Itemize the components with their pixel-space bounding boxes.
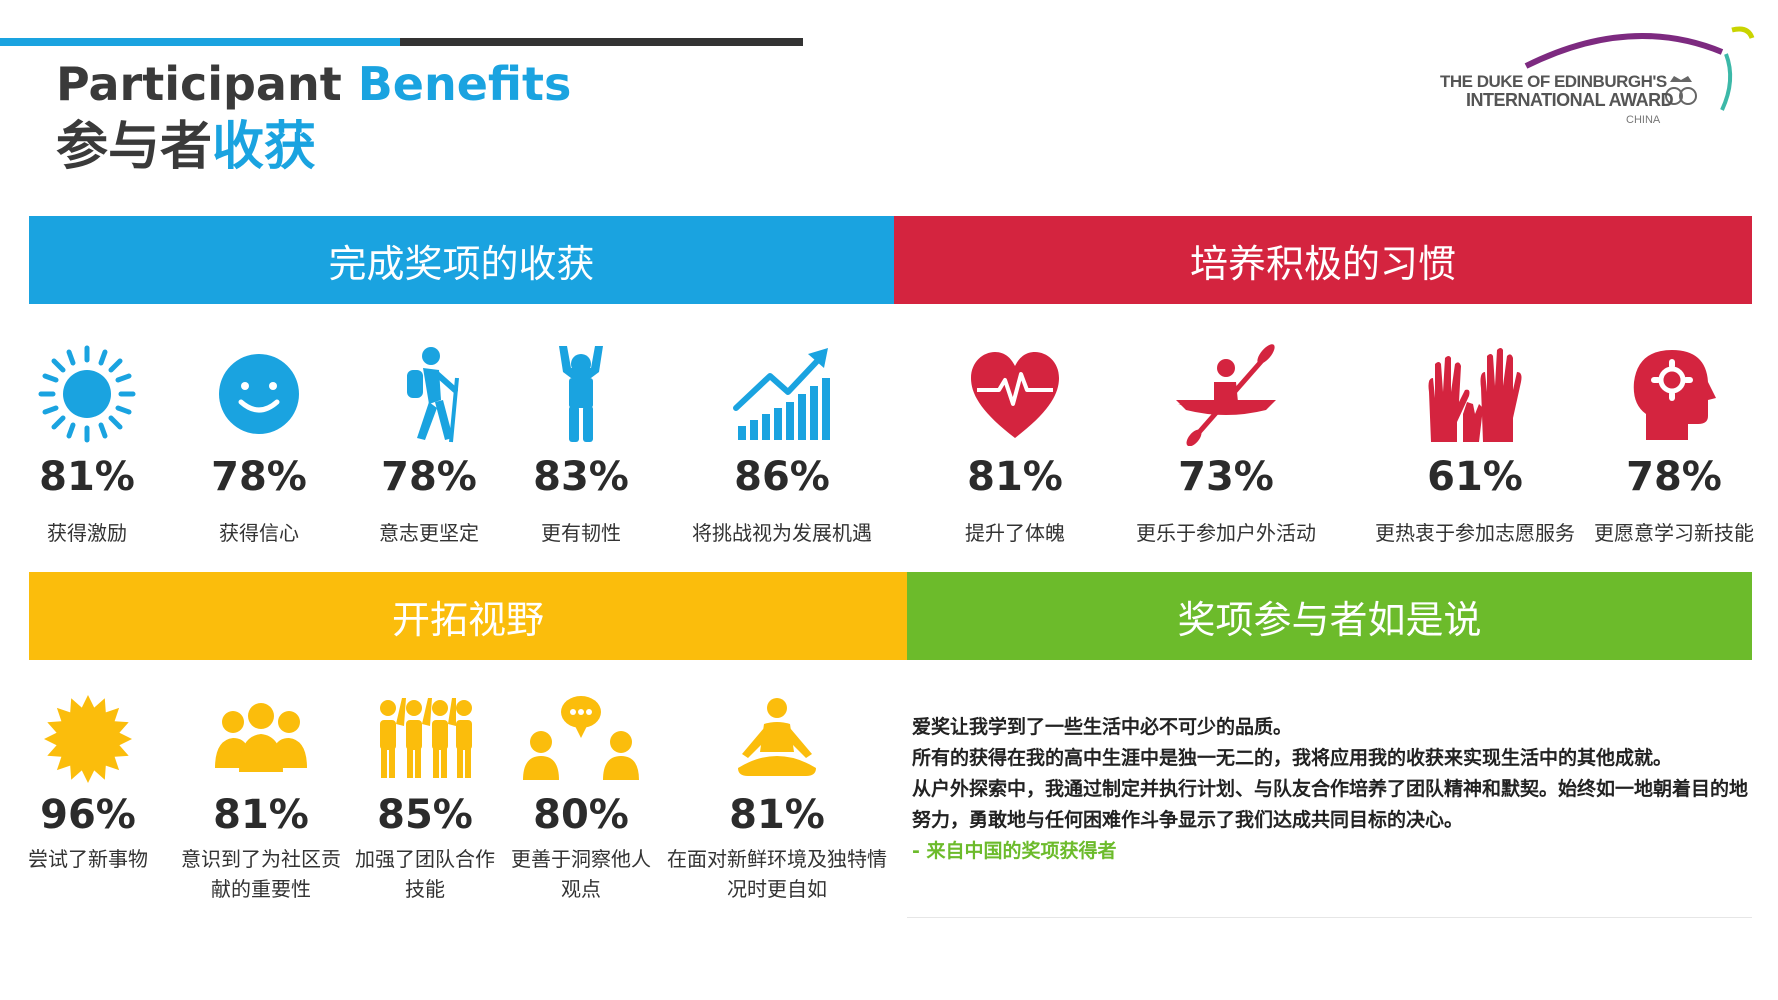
smiley-icon [219,354,299,434]
stat-item: 81% 意识到了为社区贡献的重要性 [178,694,344,914]
section-header-horizons: 开拓视野 [29,572,907,660]
stat-item: 83% 更有韧性 [531,342,631,562]
heart-pulse-icon [971,352,1059,438]
stat-item: 86% 将挑战视为发展机遇 [682,342,882,562]
quote-source: - 来自中国的奖项获得者 [912,840,1117,862]
stat-item: 96% 尝试了新事物 [22,694,154,914]
stat-item: 80% 更善于洞察他人观点 [508,694,654,914]
page-title-cn: 参与者收获 [56,117,317,177]
stat-item: 81% 获得激励 [32,342,142,562]
testimonial-quote: 爱奖让我学到了一些生活中必不可少的品质。 所有的获得在我的高中生涯中是独一无二的… [912,712,1752,867]
sun-icon [38,345,136,443]
stat-item: 78% 获得信心 [199,342,319,562]
growth-chart-icon [733,348,830,440]
section-header-achievements: 完成奖项的收获 [29,216,894,304]
stat-item: 78% 意志更坚定 [364,342,494,562]
section-header-habits: 培养积极的习惯 [894,216,1752,304]
stat-item: 85% 加强了团队合作技能 [352,694,498,914]
stat-item: 81% 提升了体魄 [950,342,1080,562]
award-logo: THE DUKE OF EDINBURGH'S INTERNATIONAL AW… [1430,24,1760,134]
divider [907,917,1752,918]
section-header-testimonials: 奖项参与者如是说 [907,572,1752,660]
page-title-en: Participant Benefits [56,57,572,111]
top-accent-bar [0,38,803,46]
stat-item: 78% 更愿意学习新技能 [1584,342,1764,562]
stat-item: 61% 更热衷于参加志愿服务 [1370,342,1580,562]
person-arms-up-icon [559,346,603,442]
team-icon [380,698,472,778]
meditation-icon [738,698,816,776]
kayak-icon [1176,344,1276,446]
stat-item: 73% 更乐于参加户外活动 [1126,342,1326,562]
hiker-icon [407,347,459,443]
raised-hands-icon [1428,348,1522,442]
group-icon [215,703,307,772]
conversation-icon [523,696,639,780]
stat-item: 81% 在面对新鲜环境及独特情况时更自如 [664,694,890,914]
head-gear-icon [1633,350,1716,440]
burst-icon [44,695,132,783]
